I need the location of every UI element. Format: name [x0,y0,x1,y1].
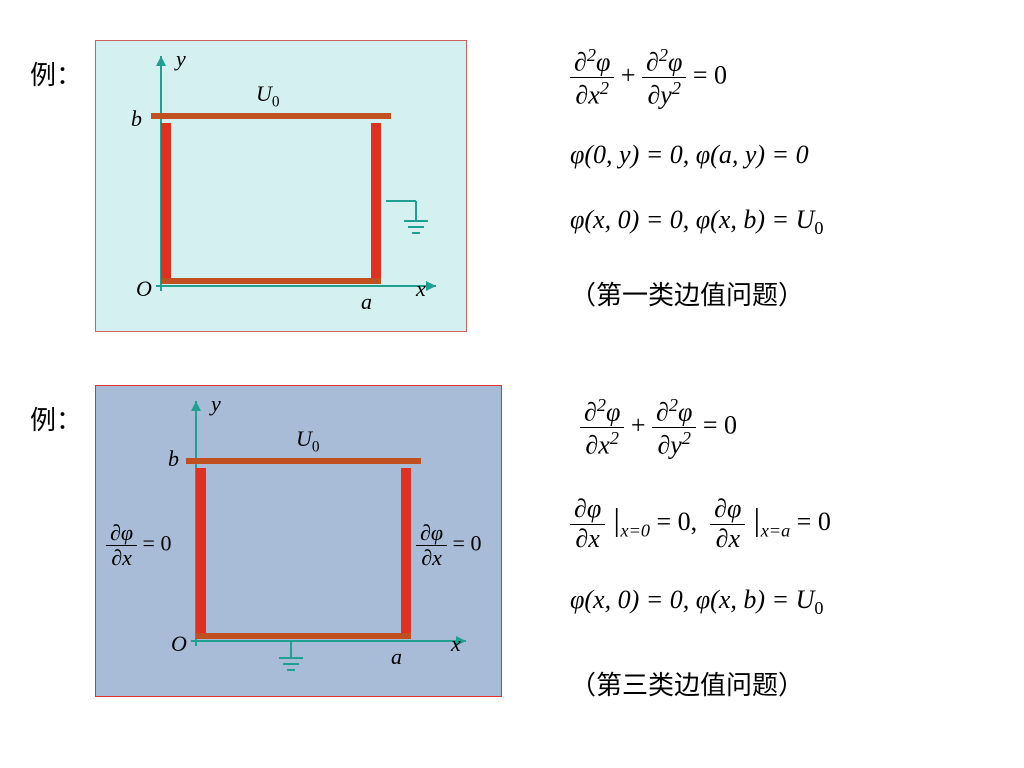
diagram-1: y x b a O U0 [95,40,467,332]
d2-a-label: a [391,644,402,670]
d2-U0-label: U0 [296,426,320,456]
d2-y-label: y [211,391,221,417]
eq1-laplace: ∂2φ∂x2 + ∂2φ∂y2 = 0 [570,45,727,111]
d1-b-label: b [131,106,142,132]
d1-x-label: x [416,276,426,302]
eq2-bc-line3: φ(x, 0) = 0, φ(x, b) = U0 [570,585,823,619]
d2-x-label: x [451,631,461,657]
eq1-bc-line2: φ(0, y) = 0, φ(a, y) = 0 [570,140,809,170]
d2-O-label: O [171,631,187,657]
d2-left-bc: ∂φ∂x = 0 [106,521,171,570]
d1-U0-label: U0 [256,81,280,111]
eq1-bc-line3: φ(x, 0) = 0, φ(x, b) = U0 [570,205,823,239]
diagram-2: y x b a O U0 ∂φ∂x = 0 ∂φ∂x = 0 [95,385,502,697]
example-1-label: 例： [30,55,82,92]
d1-O-label: O [136,276,152,302]
d1-a-label: a [361,289,372,315]
d1-y-label: y [176,46,186,72]
example-2-label: 例： [30,400,82,437]
d2-right-bc: ∂φ∂x = 0 [416,521,481,570]
d2-b-label: b [168,446,179,472]
eq1-caption: （第一类边值问题） [570,275,804,312]
eq2-bc-line2: ∂φ∂x |x=0 = 0, ∂φ∂x |x=a = 0 [570,495,831,553]
eq2-caption: （第三类边值问题） [570,665,804,702]
eq2-laplace: ∂2φ∂x2 + ∂2φ∂y2 = 0 [580,395,737,461]
